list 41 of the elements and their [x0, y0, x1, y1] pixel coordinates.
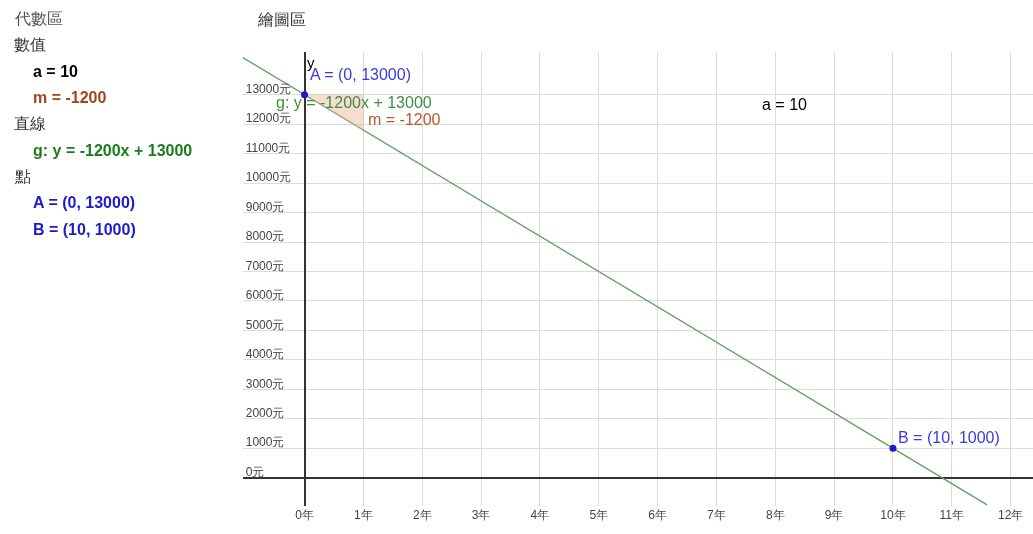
- y-tick-label: 4000元: [245, 347, 285, 362]
- x-tick-label: 3年: [471, 508, 491, 522]
- text: 點: [14, 168, 31, 185]
- x-tick-label: 10年: [880, 508, 906, 522]
- text: 直線: [14, 115, 46, 132]
- x-tick-label: 4年: [530, 508, 550, 522]
- x-tick-label: 11年: [939, 508, 965, 522]
- annotation: m = -1200: [368, 111, 441, 128]
- y-tick-label: 2000元: [245, 405, 285, 420]
- x-tick-label: 7年: [707, 508, 726, 522]
- annotation: a = 10: [762, 96, 808, 113]
- text: a = 10: [33, 63, 79, 80]
- x-tick-label: 12年: [997, 508, 1024, 522]
- y-tick-label: 5000元: [245, 317, 285, 332]
- y-tick-label: 8000元: [245, 229, 285, 244]
- text: g: y = -1200x + 13000: [33, 142, 193, 159]
- x-tick-label: 2年: [412, 508, 432, 522]
- x-tick-label: 8年: [765, 508, 785, 522]
- x-tick-label: 9年: [824, 508, 844, 522]
- annotation: B = (10, 1000): [898, 429, 1000, 446]
- y-tick-label: 7000元: [245, 258, 285, 273]
- y-tick-label: 1000元: [245, 435, 285, 450]
- y-tick-label: 9000元: [245, 199, 285, 214]
- y-tick-label: 3000元: [245, 376, 285, 391]
- text: 代數區: [14, 10, 63, 27]
- x-tick-label: 0年: [295, 508, 314, 522]
- x-tick-label: 5年: [589, 508, 609, 522]
- chart-title: 繪圖區: [257, 10, 307, 28]
- y-tick-label: 12000元: [245, 111, 292, 126]
- x-tick-label: 6年: [648, 508, 667, 522]
- y-tick-label: 13000元: [245, 81, 292, 96]
- y-tick-label: 10000元: [245, 170, 292, 185]
- y-tick-label: 6000元: [245, 288, 285, 303]
- text: A = (0, 13000): [33, 194, 136, 211]
- y-tick-label: 11000元: [245, 140, 291, 155]
- text: m = -1200: [33, 89, 107, 106]
- text: B = (10, 1000): [33, 221, 136, 238]
- y-tick-label: 0元: [245, 464, 265, 479]
- text: 數值: [14, 36, 46, 53]
- x-tick-label: 1年: [354, 508, 373, 522]
- annotation: g: y = -1200x + 13000: [276, 94, 432, 111]
